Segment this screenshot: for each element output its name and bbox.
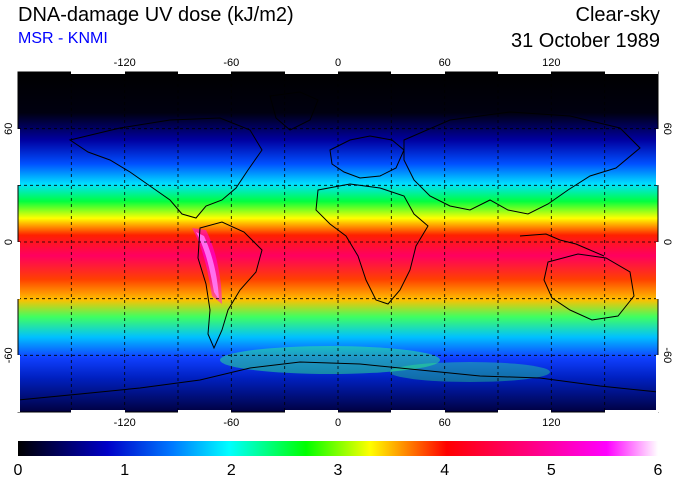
lat-label: -60 [661, 347, 673, 363]
lat-label: 60 [3, 123, 15, 135]
lat-labels-right: 60 0 -60 [661, 123, 673, 364]
lon-label: -60 [223, 57, 239, 69]
lon-labels-bottom: -120 -60 0 60 120 [114, 417, 561, 429]
colorbar-gradient [18, 441, 658, 456]
colorbar-label: 1 [120, 462, 129, 479]
lon-label: 0 [335, 57, 341, 69]
colorbar-label: 0 [14, 462, 23, 479]
colorbar-label: 4 [440, 462, 449, 479]
colorbar-label: 2 [227, 462, 236, 479]
lat-label: 0 [661, 239, 673, 245]
lon-label: 120 [542, 57, 560, 69]
lat-label: 60 [661, 123, 673, 135]
colorbar-label: 5 [547, 462, 556, 479]
graticule [18, 72, 658, 412]
lon-label: 120 [542, 417, 560, 429]
colorbar-label: 3 [334, 462, 343, 479]
lon-label: 60 [439, 417, 451, 429]
map-date: 31 October 1989 [511, 30, 660, 52]
coastlines [18, 91, 658, 401]
lon-label: 0 [335, 417, 341, 429]
lat-labels-left: 60 0 -60 [3, 123, 15, 364]
lon-label: -60 [223, 417, 239, 429]
map-subtitle: MSR - KNMI [18, 30, 108, 47]
lon-label: -120 [114, 57, 136, 69]
lon-labels-top: -120 -60 0 60 120 [114, 57, 561, 69]
colorbar-label: 6 [654, 462, 663, 479]
sky-condition: Clear-sky [575, 4, 660, 26]
lat-label: 0 [3, 239, 15, 245]
lon-label: -120 [114, 417, 136, 429]
lat-label: -60 [3, 347, 15, 363]
map-frame [16, 70, 660, 414]
colorbar: 0 1 2 3 4 5 6 [14, 441, 663, 479]
map-title: DNA-damage UV dose (kJ/m2) [18, 4, 294, 26]
lon-label: 60 [439, 57, 451, 69]
